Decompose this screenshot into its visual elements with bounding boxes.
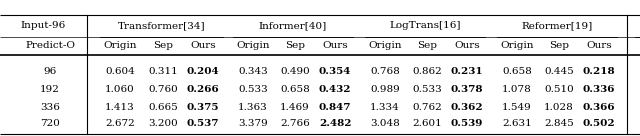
Text: 2.601: 2.601 — [412, 120, 442, 129]
Text: Transformer[34]: Transformer[34] — [118, 21, 206, 30]
Text: 192: 192 — [40, 86, 60, 95]
Text: 2.845: 2.845 — [544, 120, 574, 129]
Text: 0.847: 0.847 — [319, 103, 351, 112]
Text: Origin: Origin — [368, 41, 402, 50]
Text: 0.378: 0.378 — [451, 86, 483, 95]
Text: Predict-O: Predict-O — [25, 41, 75, 50]
Text: 2.766: 2.766 — [280, 120, 310, 129]
Text: 2.672: 2.672 — [105, 120, 135, 129]
Text: 3.048: 3.048 — [370, 120, 400, 129]
Text: 0.490: 0.490 — [280, 67, 310, 76]
Text: Sep: Sep — [417, 41, 437, 50]
Text: Sep: Sep — [285, 41, 305, 50]
Text: 0.658: 0.658 — [502, 67, 532, 76]
Text: Origin: Origin — [500, 41, 534, 50]
Text: 0.537: 0.537 — [187, 120, 220, 129]
Text: 0.862: 0.862 — [412, 67, 442, 76]
Text: 0.432: 0.432 — [319, 86, 351, 95]
Text: 0.533: 0.533 — [412, 86, 442, 95]
Text: 1.078: 1.078 — [502, 86, 532, 95]
Text: Sep: Sep — [549, 41, 569, 50]
Text: 96: 96 — [44, 67, 56, 76]
Text: 720: 720 — [40, 120, 60, 129]
Text: 1.469: 1.469 — [280, 103, 310, 112]
Text: 2.482: 2.482 — [319, 120, 351, 129]
Text: 0.445: 0.445 — [544, 67, 574, 76]
Text: Input-96: Input-96 — [20, 21, 66, 30]
Text: 0.336: 0.336 — [583, 86, 615, 95]
Text: 0.533: 0.533 — [238, 86, 268, 95]
Text: 0.604: 0.604 — [105, 67, 135, 76]
Text: 0.362: 0.362 — [451, 103, 483, 112]
Text: 0.502: 0.502 — [582, 120, 615, 129]
Text: 1.549: 1.549 — [502, 103, 532, 112]
Text: Origin: Origin — [103, 41, 137, 50]
Text: 0.539: 0.539 — [451, 120, 483, 129]
Text: 336: 336 — [40, 103, 60, 112]
Text: 1.413: 1.413 — [105, 103, 135, 112]
Text: 0.218: 0.218 — [582, 67, 615, 76]
Text: 0.311: 0.311 — [148, 67, 178, 76]
Text: 3.200: 3.200 — [148, 120, 178, 129]
Text: 0.375: 0.375 — [187, 103, 220, 112]
Text: 1.334: 1.334 — [370, 103, 400, 112]
Text: Ours: Ours — [190, 41, 216, 50]
Text: 0.658: 0.658 — [280, 86, 310, 95]
Text: 1.060: 1.060 — [105, 86, 135, 95]
Text: Ours: Ours — [454, 41, 480, 50]
Text: 2.631: 2.631 — [502, 120, 532, 129]
Text: Ours: Ours — [586, 41, 612, 50]
Text: Sep: Sep — [153, 41, 173, 50]
Text: 3.379: 3.379 — [238, 120, 268, 129]
Text: 0.266: 0.266 — [187, 86, 220, 95]
Text: LogTrans[16]: LogTrans[16] — [389, 21, 461, 30]
Text: 0.354: 0.354 — [319, 67, 351, 76]
Text: 0.665: 0.665 — [148, 103, 178, 112]
Text: 0.366: 0.366 — [582, 103, 615, 112]
Text: Informer[40]: Informer[40] — [259, 21, 327, 30]
Text: 0.204: 0.204 — [187, 67, 220, 76]
Text: 1.363: 1.363 — [238, 103, 268, 112]
Text: 0.510: 0.510 — [544, 86, 574, 95]
Text: Origin: Origin — [236, 41, 269, 50]
Text: 0.768: 0.768 — [370, 67, 400, 76]
Text: 0.343: 0.343 — [238, 67, 268, 76]
Text: 0.762: 0.762 — [412, 103, 442, 112]
Text: Reformer[19]: Reformer[19] — [522, 21, 593, 30]
Text: 1.028: 1.028 — [544, 103, 574, 112]
Text: 0.989: 0.989 — [370, 86, 400, 95]
Text: Ours: Ours — [322, 41, 348, 50]
Text: 0.231: 0.231 — [451, 67, 483, 76]
Text: 0.760: 0.760 — [148, 86, 178, 95]
